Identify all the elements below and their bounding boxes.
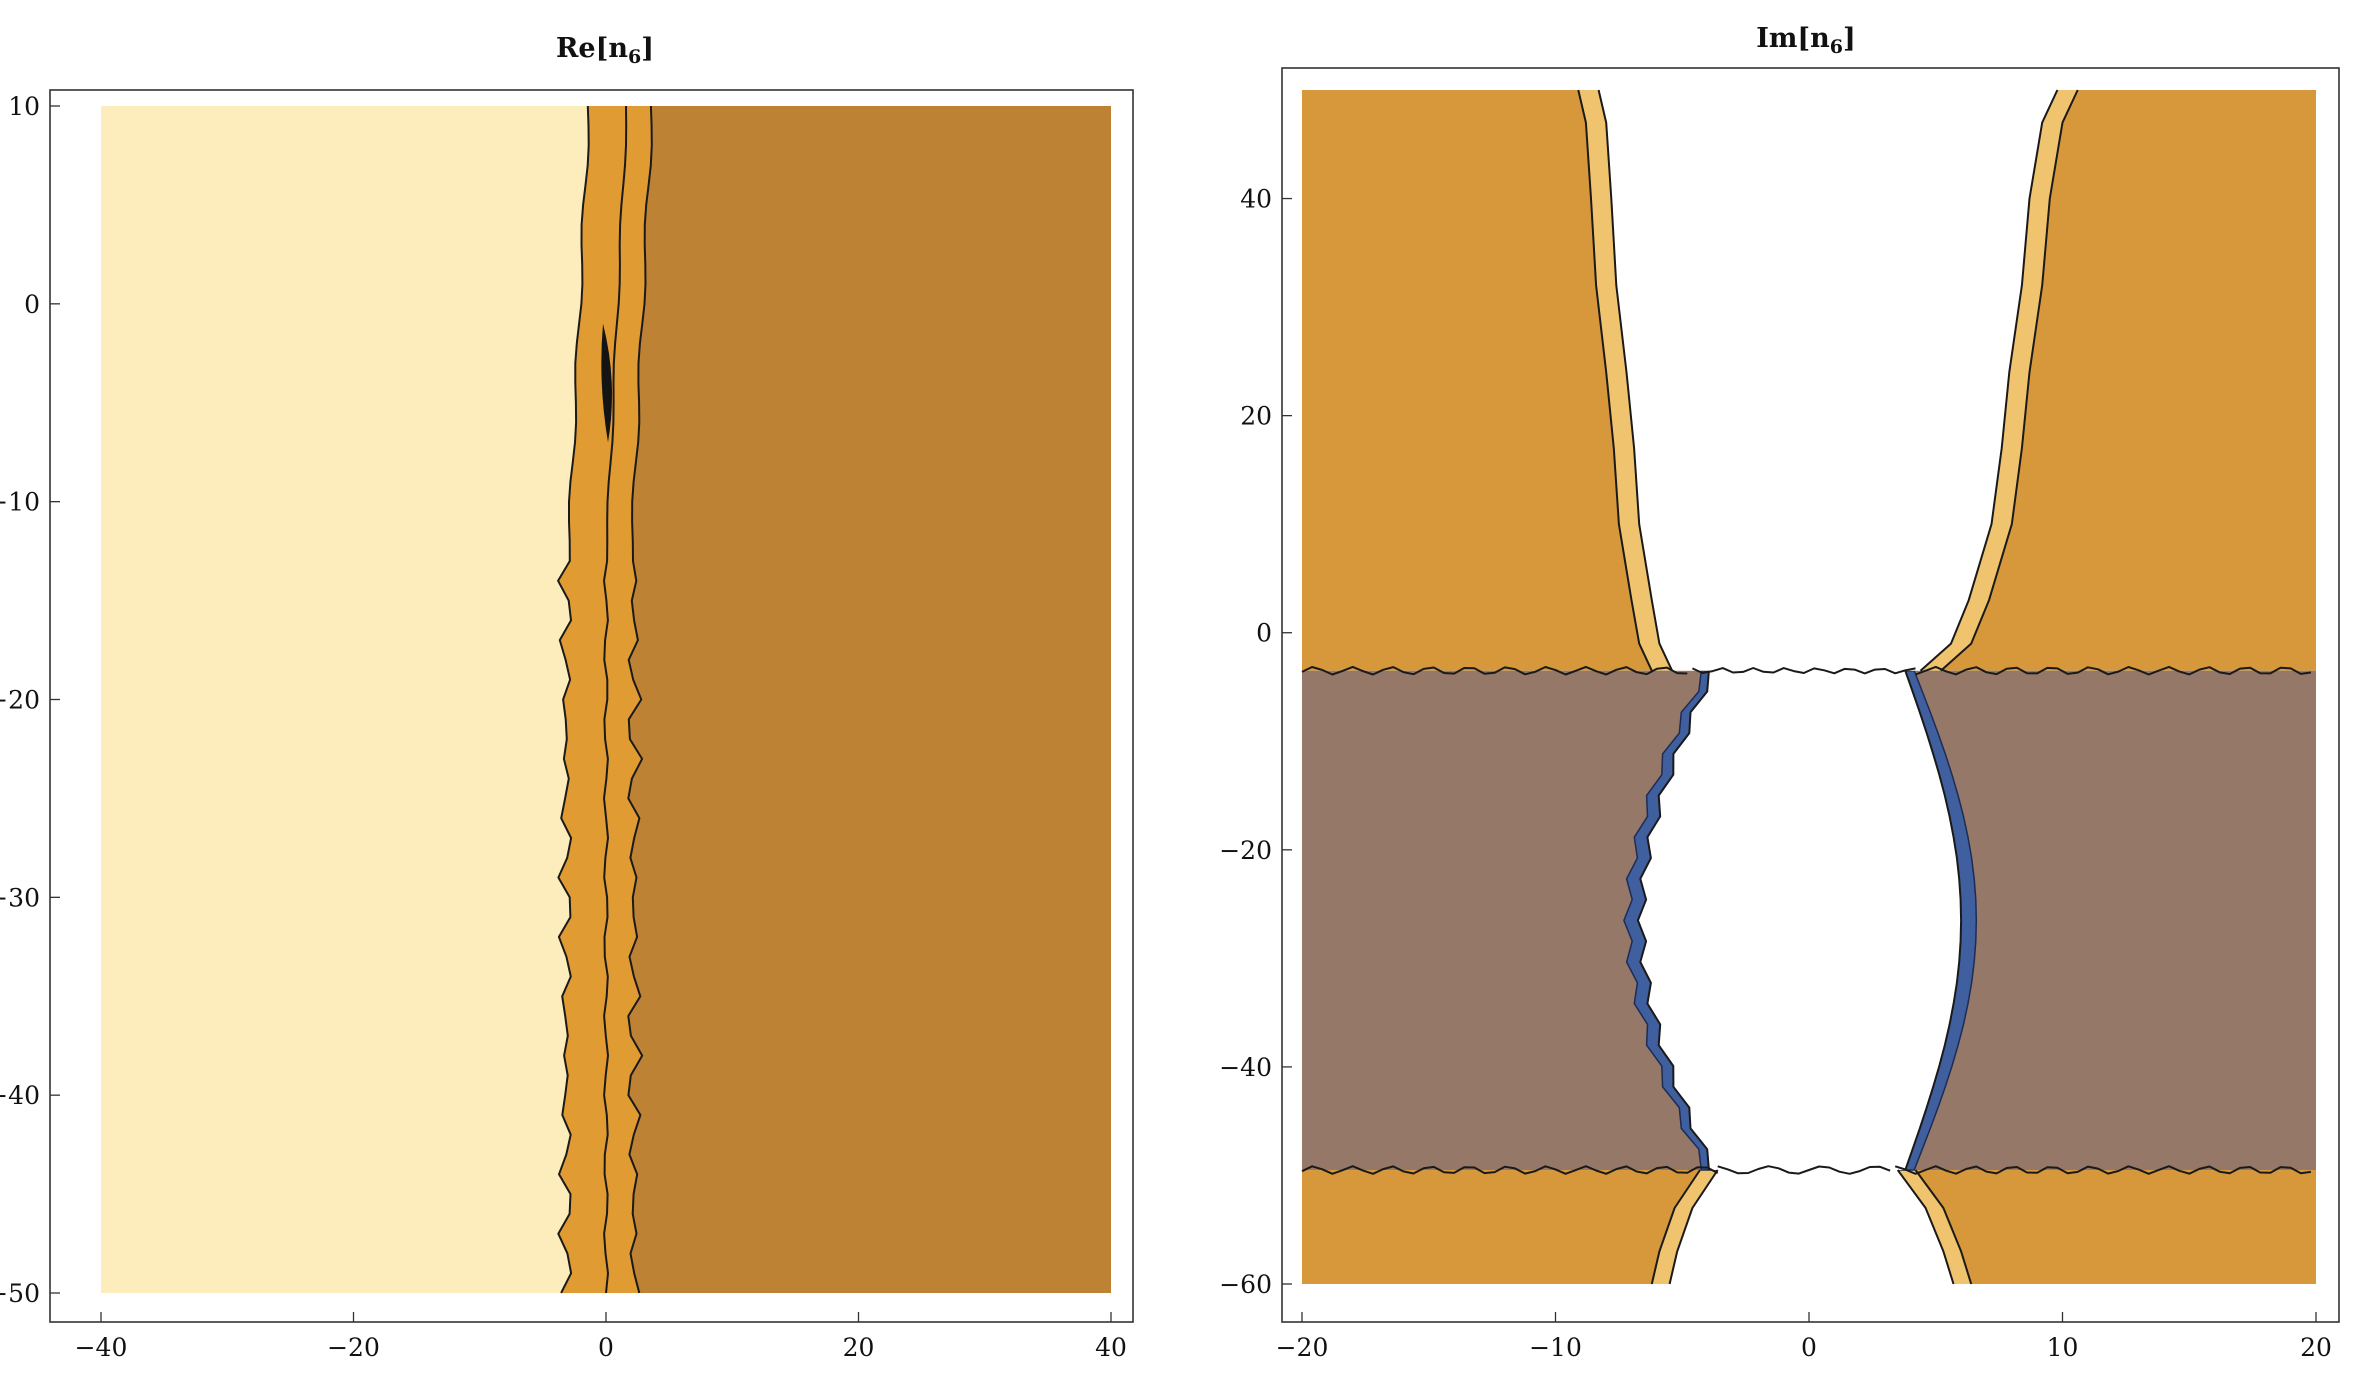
re-n6-dark-core xyxy=(601,323,612,443)
re-n6-plot: Re[n6] −40 −20 0 20 40 −50 −40 −30 −20 −10 0 10 xyxy=(0,33,1134,1362)
im-n6-contour-top xyxy=(1301,665,2312,676)
im-n6-plot: Im[n6] −20 −10 0 10 20 −60 −40 −20 0 20 40 xyxy=(1219,23,2340,1362)
y-tick-label: −30 xyxy=(0,883,40,912)
im-n6-title: Im[n6] xyxy=(1756,23,1856,58)
re-n6-contour-left xyxy=(557,105,590,1294)
im-n6-central-white xyxy=(1598,90,2058,1284)
re-n6-right-plateau xyxy=(628,106,1111,1293)
re-n6-contour-right xyxy=(627,105,653,1294)
x-tick-label: 20 xyxy=(843,1333,875,1362)
y-tick-label: 0 xyxy=(1256,619,1272,648)
x-tick-label: −10 xyxy=(1529,1333,1582,1362)
x-tick-label: −20 xyxy=(1276,1333,1329,1362)
re-n6-frame xyxy=(49,89,1134,1323)
x-tick-label: 40 xyxy=(1095,1333,1127,1362)
y-tick-label: 0 xyxy=(24,290,40,319)
x-tick-label: −40 xyxy=(75,1333,128,1362)
y-tick-label: 10 xyxy=(8,92,40,121)
im-n6-contour-lower-left-arm xyxy=(1650,1169,1719,1285)
y-tick-label: −10 xyxy=(0,488,40,517)
re-n6-title: Re[n6] xyxy=(556,33,654,68)
y-tick-label: −40 xyxy=(0,1081,40,1110)
x-tick-label: 0 xyxy=(598,1333,614,1362)
y-tick-label: 40 xyxy=(1240,185,1272,214)
y-tick-label: −50 xyxy=(0,1279,40,1308)
re-n6-transition-band xyxy=(558,106,652,1293)
y-tick-label: −60 xyxy=(1219,1270,1272,1299)
im-n6-hole-outline xyxy=(1636,667,1963,1175)
re-n6-contour-center xyxy=(603,105,628,1294)
x-tick-label: 20 xyxy=(2300,1333,2332,1362)
im-n6-contour-bottom xyxy=(1301,1165,2312,1175)
y-tick-label: 20 xyxy=(1240,402,1272,431)
x-tick-label: 0 xyxy=(1801,1333,1817,1362)
x-tick-label: 10 xyxy=(2047,1333,2079,1362)
y-tick-label: −40 xyxy=(1219,1053,1272,1082)
im-n6-contour-lower-right-arm xyxy=(1896,1169,1973,1285)
im-n6-frame xyxy=(1281,67,2340,1323)
im-n6-contour-right-arm xyxy=(1919,89,2079,672)
im-n6-contour-left-arm xyxy=(1577,89,1674,672)
x-tick-label: −20 xyxy=(327,1333,380,1362)
y-tick-label: −20 xyxy=(1219,836,1272,865)
y-tick-label: −20 xyxy=(0,686,40,715)
